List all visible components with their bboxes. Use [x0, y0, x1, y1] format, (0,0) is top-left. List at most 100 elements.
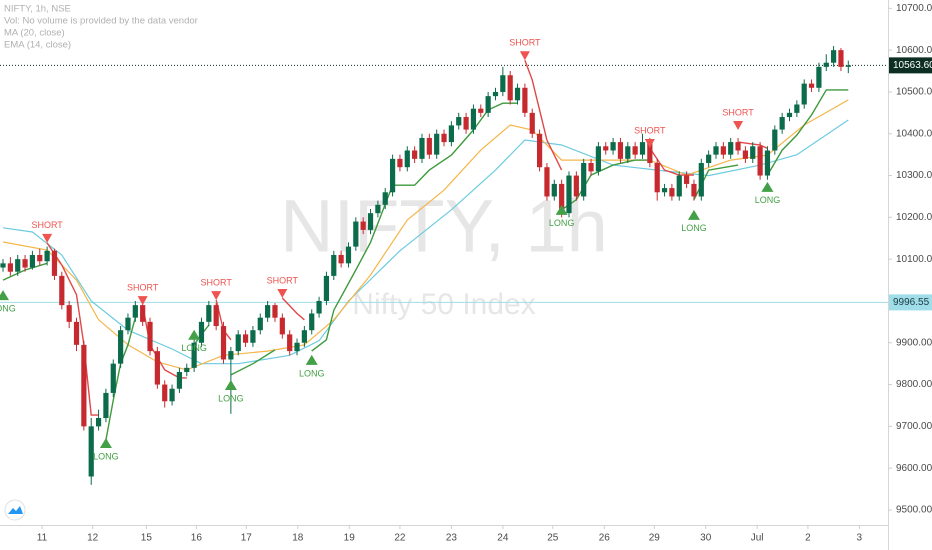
candle-body — [184, 367, 190, 373]
candle-body — [242, 334, 249, 343]
candle-body — [456, 117, 462, 126]
long-marker — [224, 379, 237, 390]
candle-body — [198, 321, 205, 343]
y-tick-label: 9800.00 — [896, 379, 932, 390]
candle-body — [206, 305, 212, 322]
x-tick-label: 30 — [700, 533, 712, 544]
x-tick-label: 24 — [497, 533, 509, 544]
short-marker — [211, 291, 222, 301]
candle-body — [470, 108, 477, 130]
plot-area: LONG SHORT LONG SHORT LONG SHORT LONG SHORT LONG… — [0, 38, 888, 485]
candle-body — [331, 254, 337, 276]
candle-body — [522, 87, 528, 113]
y-tick-label: 9900.00 — [896, 337, 932, 348]
y-tick-label: 9600.00 — [896, 463, 932, 474]
long-marker — [305, 354, 318, 365]
price-badge — [889, 57, 932, 74]
candle-body — [95, 417, 102, 427]
candle-body — [713, 146, 719, 155]
long-marker — [188, 329, 201, 340]
candle-body — [691, 183, 697, 197]
candle-body — [0, 263, 6, 268]
x-tick-label: 17 — [241, 533, 253, 544]
price-badge-label: 9996.55 — [893, 297, 930, 308]
candle-body — [514, 87, 521, 101]
candle-body — [66, 305, 72, 322]
y-tick-label: 10100.00 — [896, 254, 932, 265]
price-badge-label: 10563.60 — [893, 60, 932, 71]
candle-body — [500, 75, 506, 92]
signal-label: SHORT — [201, 277, 233, 287]
candle-body — [81, 344, 87, 427]
short-marker — [42, 233, 53, 243]
candle-body — [228, 351, 234, 360]
candle-body — [44, 250, 50, 262]
candle-body — [220, 326, 227, 360]
price-badge — [889, 294, 932, 311]
logo[interactable] — [4, 499, 26, 521]
candle-body — [51, 250, 58, 276]
candle-body — [257, 317, 263, 331]
candle-body — [750, 146, 756, 159]
candle-body — [573, 175, 579, 197]
candle-body — [434, 133, 440, 155]
candle-body — [639, 142, 646, 155]
y-tick-label: 10400.00 — [896, 128, 932, 139]
x-tick-label: 16 — [191, 533, 203, 544]
legend-line: MA (20, close) — [4, 28, 65, 39]
candle-body — [73, 321, 80, 345]
long-marker — [555, 204, 568, 215]
watermark: NIFTY, 1h — [280, 185, 608, 268]
signal-label: SHORT — [722, 107, 754, 117]
x-tick-label: 3 — [857, 533, 863, 544]
candle-body — [529, 112, 535, 134]
candle-body — [595, 146, 601, 172]
candle-body — [779, 117, 785, 130]
signal-label: LONG — [181, 343, 207, 353]
candle-body — [625, 146, 631, 159]
candle-body — [617, 142, 624, 159]
supertrend-line — [766, 89, 849, 176]
x-tick-label: 2 — [805, 533, 811, 544]
candle-body — [272, 305, 278, 318]
candle-body — [426, 137, 432, 155]
candle-body — [808, 83, 815, 88]
candle-body — [816, 66, 822, 88]
long-marker — [687, 209, 700, 220]
candle-body — [463, 117, 469, 130]
x-tick-label: 25 — [547, 533, 559, 544]
candle-body — [375, 204, 381, 214]
signal-label: LONG — [755, 195, 781, 205]
candle-body — [338, 254, 344, 264]
candle-body — [250, 330, 256, 343]
candle-body — [742, 150, 749, 159]
signal-label: LONG — [299, 368, 325, 378]
candle-body — [353, 221, 359, 247]
candle-body — [382, 192, 388, 205]
candle-body — [59, 275, 65, 306]
candle-body — [757, 146, 763, 176]
candle-body — [676, 175, 682, 197]
candle-body — [566, 175, 572, 214]
candle-body — [647, 142, 653, 164]
logo-icon[interactable] — [8, 506, 23, 514]
candle-body — [551, 183, 557, 197]
candle-body — [764, 150, 771, 176]
candle-body — [265, 305, 271, 318]
x-tick-label: 26 — [599, 533, 611, 544]
candle-body — [389, 158, 396, 193]
candle-body — [485, 96, 491, 113]
x-tick-label: 12 — [87, 533, 99, 544]
signal-label: SHORT — [31, 220, 63, 230]
candle-body — [162, 384, 168, 402]
candle-body — [110, 363, 116, 393]
x-tick-label: 15 — [141, 533, 153, 544]
candle-body — [654, 163, 660, 193]
candle-body — [279, 317, 285, 335]
y-tick-label: 10200.00 — [896, 212, 932, 223]
candle-body — [632, 146, 638, 155]
signal-label: LONG — [681, 223, 707, 233]
supertrend-line — [281, 297, 305, 321]
candle-body — [191, 342, 197, 368]
